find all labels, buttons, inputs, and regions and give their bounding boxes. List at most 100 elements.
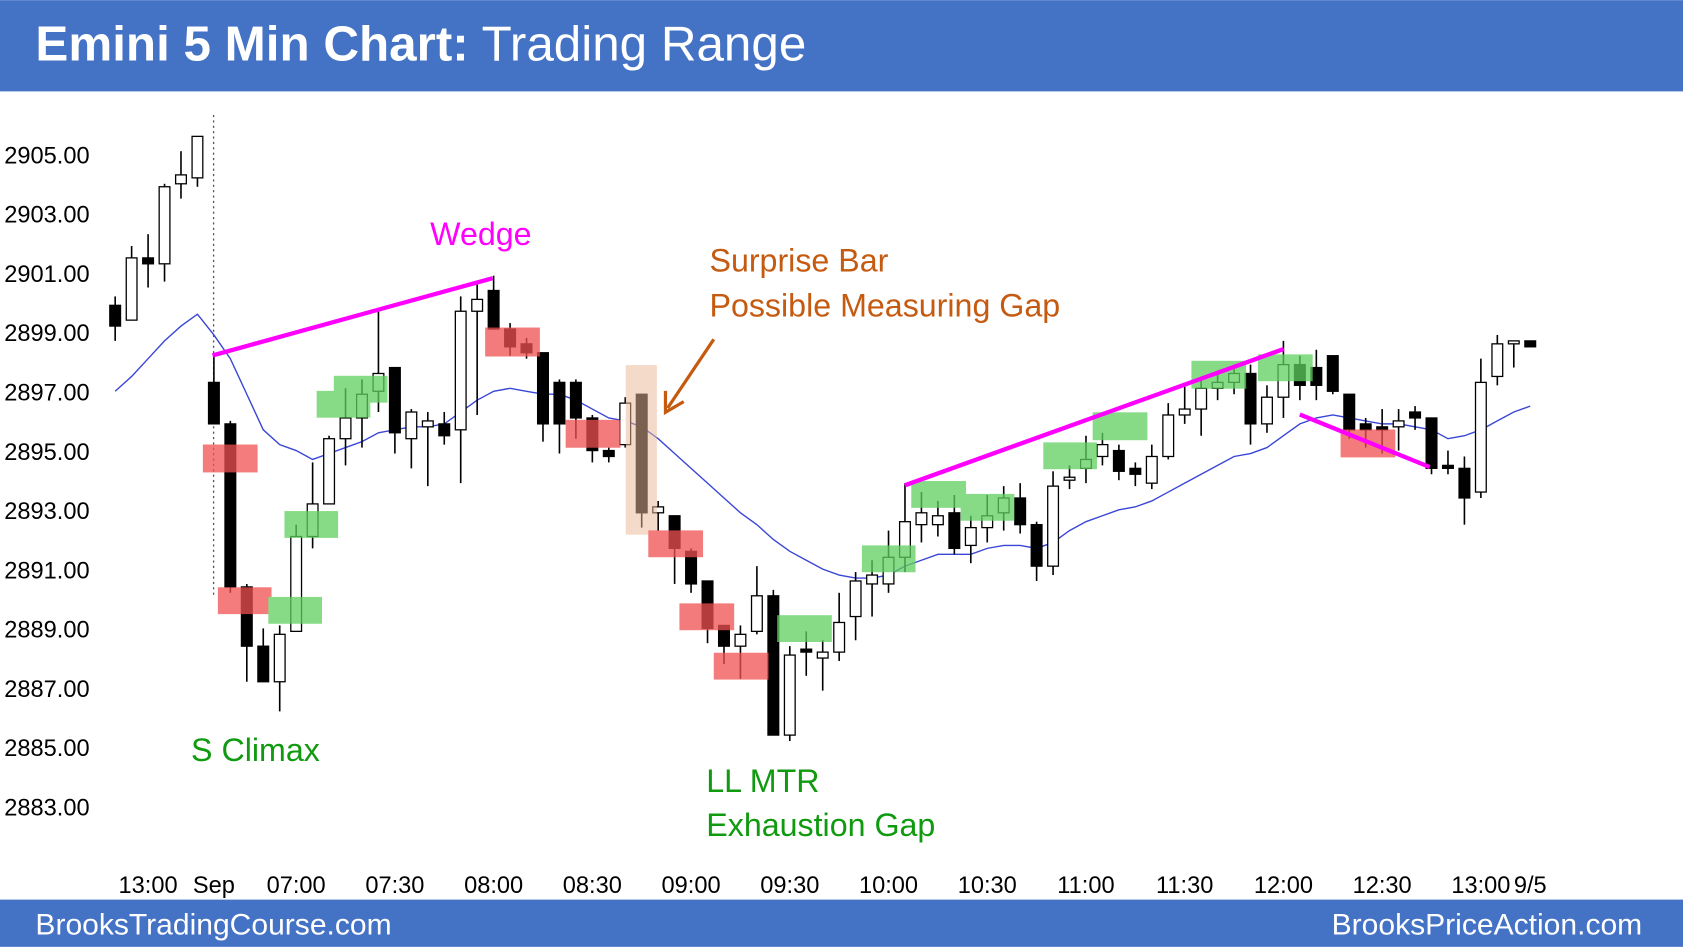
title: Emini 5 Min Chart:	[35, 16, 468, 71]
candle-body	[207, 381, 220, 425]
candle-body	[783, 654, 796, 736]
buy-boxes	[268, 354, 1313, 643]
candle-body	[1063, 476, 1076, 481]
footer-bar	[0, 899, 1683, 947]
annotation: Exhaustion Gap	[706, 807, 935, 843]
candle-body	[1195, 387, 1208, 410]
y-tick-label: 2895.00	[4, 440, 89, 466]
y-tick-label: 2901.00	[4, 262, 89, 288]
box	[911, 481, 967, 508]
candle-body	[1507, 340, 1520, 345]
annotation: Surprise Bar	[709, 243, 888, 279]
x-tick-label: 9/5	[1514, 873, 1547, 899]
candle-body	[1178, 408, 1191, 416]
candle-body	[1326, 355, 1339, 392]
candle-body	[109, 304, 122, 327]
candle-body	[964, 526, 977, 547]
candle-body	[1491, 343, 1504, 378]
box	[268, 596, 323, 624]
candle-body	[1474, 381, 1487, 493]
candle-body	[174, 174, 187, 185]
x-tick-label: 09:30	[760, 873, 819, 899]
box	[777, 615, 832, 643]
candle-body	[849, 580, 862, 618]
x-tick-label: Sep	[193, 873, 235, 899]
candle-body	[323, 438, 336, 505]
candle-body	[536, 352, 549, 425]
box	[960, 493, 1015, 521]
candle-body	[948, 512, 961, 550]
x-tick-label: 10:30	[958, 873, 1017, 899]
candle-body	[1112, 449, 1125, 472]
box	[648, 530, 704, 558]
arrow	[663, 338, 716, 416]
box	[565, 419, 621, 448]
candle-body	[487, 289, 500, 330]
box	[284, 511, 339, 538]
box	[485, 327, 540, 357]
header: Emini 5 Min Chart: Trading Range	[35, 16, 806, 71]
candle-body	[125, 257, 138, 321]
y-tick-label: 2883.00	[4, 795, 89, 821]
candle-body	[734, 633, 747, 647]
y-tick-label: 2887.00	[4, 677, 89, 703]
candle-body	[1359, 423, 1372, 431]
x-tick-label: 12:30	[1353, 873, 1412, 899]
candle-body	[224, 423, 237, 588]
x-tick-label: 08:00	[464, 873, 523, 899]
header-bar	[0, 0, 1683, 92]
x-tick-label: 11:00	[1057, 873, 1114, 899]
wedge-line	[211, 276, 494, 358]
box	[1092, 412, 1148, 441]
highlights	[202, 327, 1396, 680]
candle-body	[240, 586, 253, 647]
candle-body	[142, 257, 155, 265]
box	[333, 375, 388, 403]
annotation: Possible Measuring Gap	[709, 288, 1060, 324]
y-tick-label: 2889.00	[4, 618, 89, 644]
y-tick-label: 2899.00	[4, 321, 89, 347]
x-tick-label: 13:00	[1451, 873, 1510, 899]
candle-body	[750, 595, 763, 633]
box	[217, 587, 272, 615]
candle-body	[1409, 411, 1422, 419]
candle-body	[1392, 420, 1405, 428]
annotation: LL MTR	[706, 763, 819, 799]
candle-body	[1129, 467, 1142, 475]
x-tick-label: 12:00	[1254, 873, 1313, 899]
y-tick-label: 2897.00	[4, 380, 89, 406]
trend-lines	[211, 276, 1431, 488]
candle-body	[421, 420, 434, 428]
plot: 2905.00 2903.00 2901.00 2899.00 2897.00 2895.…	[4, 135, 1547, 899]
y-tick-label: 2903.00	[4, 203, 89, 229]
candle-body	[1425, 417, 1438, 469]
arrow-shaft	[666, 338, 716, 409]
candle-body	[1441, 464, 1454, 469]
x-tick-label: 07:30	[365, 873, 424, 899]
box	[713, 652, 769, 680]
wedge-line	[1299, 412, 1431, 470]
x-tick-label: 11:30	[1156, 873, 1213, 899]
candle-body	[866, 574, 879, 585]
candle-body	[1343, 393, 1356, 431]
y-tick-label: 2905.00	[4, 143, 89, 169]
candle-body	[602, 449, 615, 458]
x-tick-label: 10:00	[859, 873, 918, 899]
candle-body	[915, 512, 928, 526]
subtitle: Trading Range	[482, 16, 807, 71]
moving-average	[114, 313, 1531, 579]
y-tick-label: 2885.00	[4, 736, 89, 762]
footer-right: BrooksPriceAction.com	[1332, 908, 1643, 941]
x-tick-label: 07:00	[267, 873, 326, 899]
candle-body	[1014, 497, 1027, 526]
candle-body	[454, 310, 467, 431]
wedge-line	[904, 346, 1285, 488]
candle-body	[1145, 455, 1158, 484]
x-tick-label: 08:30	[563, 873, 622, 899]
candle-body	[273, 633, 286, 683]
candle-body	[1162, 414, 1175, 458]
candle-body	[191, 135, 204, 179]
candle-body	[931, 515, 944, 526]
annotation: S Climax	[191, 732, 320, 768]
